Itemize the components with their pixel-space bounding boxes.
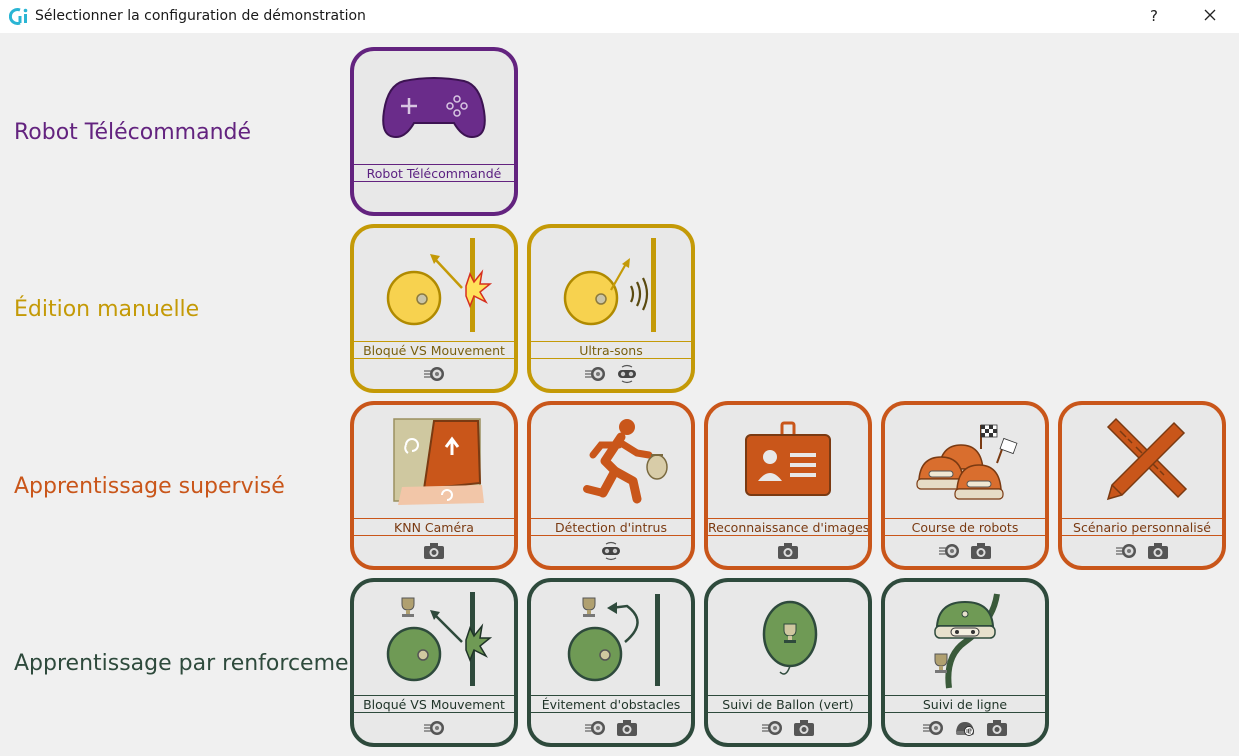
card-sensors [885,716,1045,740]
wheel-sensor-icon [1115,541,1137,561]
card-title: Détection d'intrus [531,518,691,536]
card-sensors [708,716,868,740]
running-intruder-icon [531,405,691,515]
wheel-sensor-icon [423,364,445,384]
card-sensors [354,716,514,740]
camera-icon [423,541,445,561]
wheel-sensor-icon [938,541,960,561]
config-card-manual-ultrasound[interactable]: Ultra-sons [527,224,695,393]
wheel-sensor-icon [761,718,783,738]
ir-sensor-icon [954,718,976,738]
card-sensors [1062,539,1222,563]
section-label-supervised: Apprentissage supervisé [14,474,285,499]
card-sensors [708,539,868,563]
card-sensors [531,539,691,563]
config-card-teleop-robot[interactable]: Robot Télécommandé [350,47,518,216]
config-card-manual-blocked-vs-moving[interactable]: Bloqué VS Mouvement [350,224,518,393]
card-title: Scénario personnalisé [1062,518,1222,536]
card-sensors [354,539,514,563]
config-card-reinforcement-blocked-vs-moving[interactable]: Bloqué VS Mouvement [350,578,518,747]
card-title: Suivi de Ballon (vert) [708,695,868,713]
gamepad-icon [354,51,514,161]
section-label-manual: Édition manuelle [14,297,200,322]
help-button[interactable]: ? [1150,7,1158,25]
camera-icon [777,541,799,561]
window-title: Sélectionner la configuration de démonst… [35,8,366,24]
config-card-supervised-robot-race[interactable]: Course de robots [881,401,1049,570]
ultrasound-sensor-icon [600,541,622,561]
card-title: Bloqué VS Mouvement [354,341,514,359]
card-sensors [885,539,1045,563]
config-card-supervised-knn-camera[interactable]: KNN Caméra [350,401,518,570]
camera-icon [970,541,992,561]
wheel-sensor-icon [584,364,606,384]
card-title: Suivi de ligne [885,695,1045,713]
wheel-sensor-icon [922,718,944,738]
card-title: Robot Télécommandé [354,164,514,182]
card-title: Ultra-sons [531,341,691,359]
camera-icon [793,718,815,738]
line-follow-icon [885,582,1045,692]
robot-race-icon [885,405,1045,515]
card-sensors [354,362,514,386]
config-card-supervised-image-recognition[interactable]: Reconnaissance d'images [704,401,872,570]
config-card-supervised-intruder-detection[interactable]: Détection d'intrus [527,401,695,570]
ruler-pencil-icon [1062,405,1222,515]
card-sensors [531,362,691,386]
wheel-sensor-icon [423,718,445,738]
wheel-sensor-icon [584,718,606,738]
robot-avoid-trophy-icon [531,582,691,692]
card-title: Reconnaissance d'images [708,518,870,536]
robot-collision-icon [354,228,514,338]
camera-icon [1147,541,1169,561]
close-icon [1204,9,1216,21]
card-title: Course de robots [885,518,1045,536]
close-button[interactable] [1196,4,1224,28]
section-label-teleop: Robot Télécommandé [14,120,252,145]
config-card-reinforcement-ball-tracking[interactable]: Suivi de Ballon (vert) [704,578,872,747]
card-title: KNN Caméra [354,518,514,536]
section-label-reinforcement: Apprentissage par renforcement [14,651,372,676]
card-title: Bloqué VS Mouvement [354,695,514,713]
camera-icon [616,718,638,738]
card-title: Évitement d'obstacles [531,695,691,713]
id-badge-icon [708,405,868,515]
camera-icon [986,718,1008,738]
title-bar: Sélectionner la configuration de démonst… [0,0,1239,33]
ultrasound-sensor-icon [616,364,638,384]
card-sensors [531,716,691,740]
balloon-trophy-icon [708,582,868,692]
config-card-reinforcement-obstacle-avoidance[interactable]: Évitement d'obstacles [527,578,695,747]
robot-collision-trophy-icon [354,582,514,692]
config-card-reinforcement-line-following[interactable]: Suivi de ligne [881,578,1049,747]
robot-ultrasound-icon [531,228,691,338]
knn-camera-icon [354,405,514,515]
config-card-supervised-custom-scenario[interactable]: Scénario personnalisé [1058,401,1226,570]
app-logo-icon [9,8,28,25]
